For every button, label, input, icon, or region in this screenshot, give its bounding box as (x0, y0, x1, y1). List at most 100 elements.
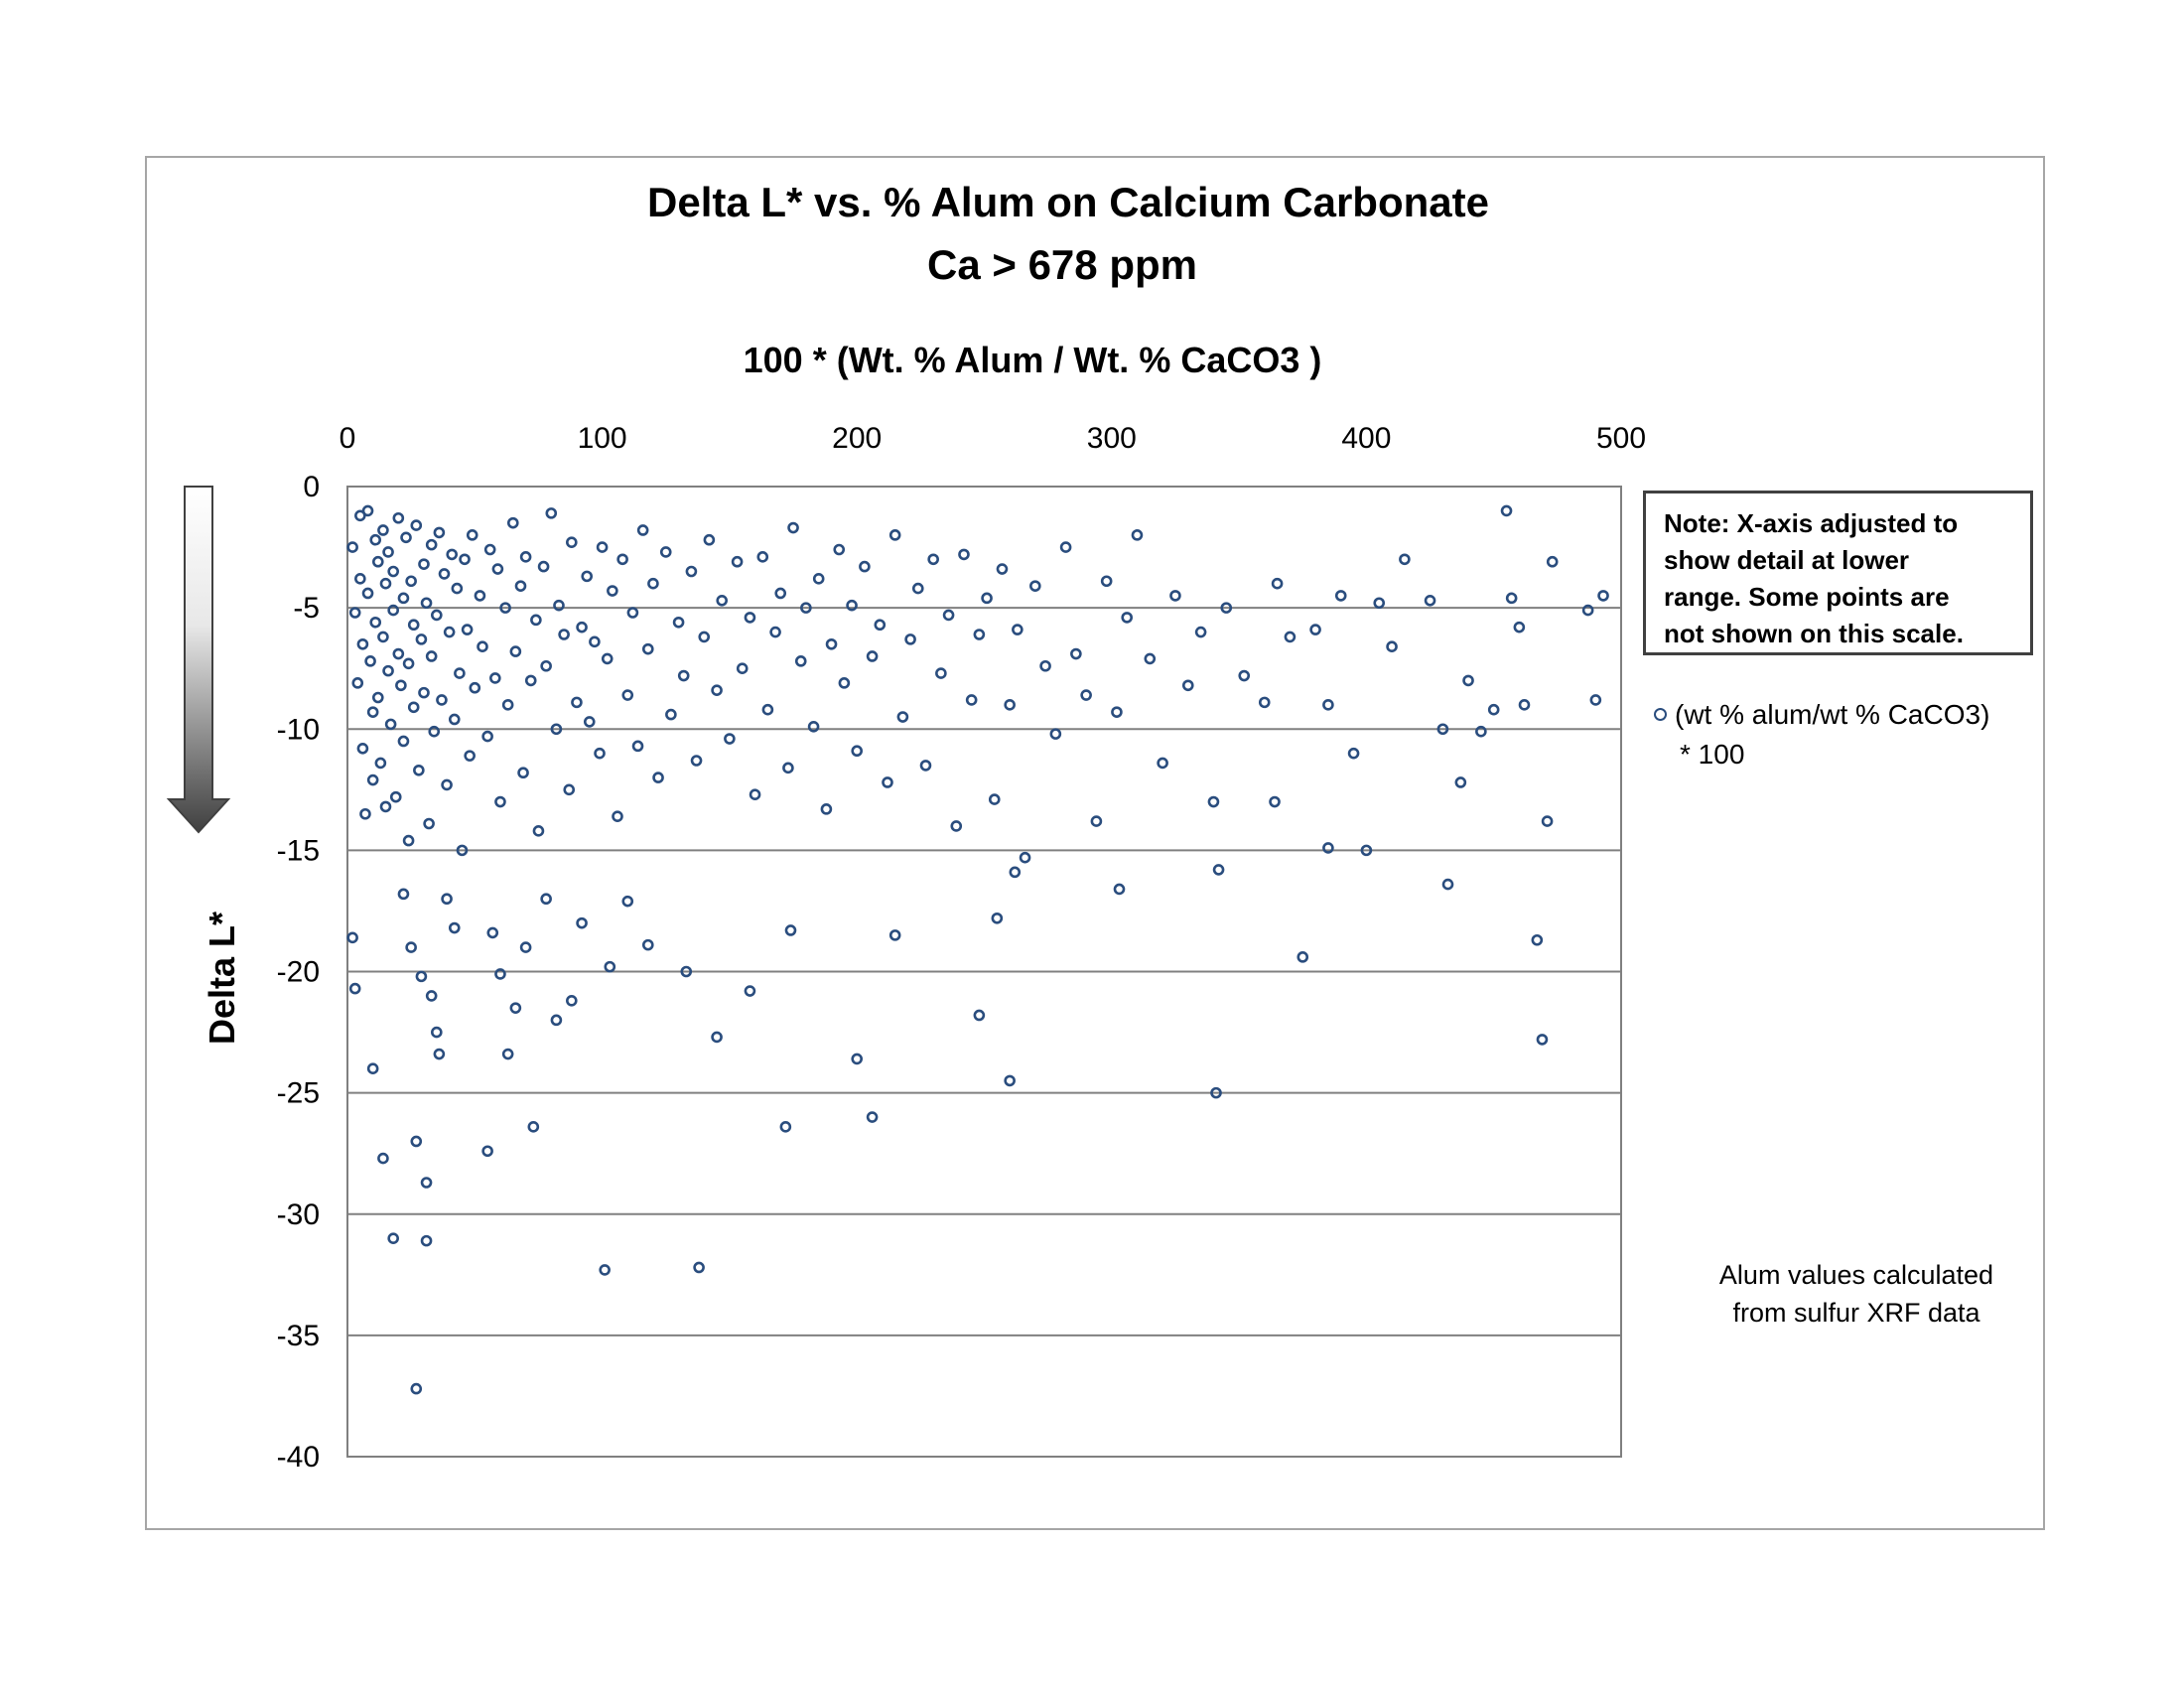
note-box: Note: X-axis adjusted to show detail at … (1643, 491, 2033, 655)
data-point (506, 516, 519, 529)
data-point (382, 664, 394, 677)
data-point (724, 733, 736, 745)
data-point (1210, 1086, 1222, 1099)
data-point (784, 924, 797, 936)
y-tick-label: -15 (277, 834, 320, 867)
data-point (1373, 597, 1386, 610)
data-point (1157, 757, 1168, 770)
data-point (509, 645, 522, 657)
data-point (1297, 951, 1309, 963)
y-tick-label: -5 (293, 592, 320, 625)
data-point (1144, 652, 1157, 665)
data-point (428, 725, 441, 738)
source-note-line-1: Alum values calculated (1718, 1260, 1994, 1290)
data-point (459, 553, 471, 566)
data-point (659, 546, 672, 558)
data-point (1487, 703, 1500, 716)
data-point (346, 541, 358, 553)
data-point (583, 716, 596, 728)
chart-title: Delta L* vs. % Alum on Calcium Carbonate (647, 179, 1489, 225)
data-point (359, 807, 371, 820)
data-point (441, 893, 453, 906)
data-point (425, 990, 438, 1002)
x-axis-label: 100 * (Wt. % Alum / Wt. % CaCO3 ) (744, 340, 1322, 380)
data-point (466, 529, 478, 541)
data-point (942, 609, 955, 622)
data-point (680, 965, 693, 978)
data-point (1131, 529, 1144, 541)
data-point (366, 774, 379, 786)
data-point (685, 565, 698, 578)
data-point (1269, 795, 1281, 808)
data-point (888, 929, 901, 941)
data-point (550, 1014, 563, 1027)
data-point (402, 834, 415, 847)
x-tick-labels: 0 100 200 300 400 500 (340, 422, 1646, 455)
data-point (1019, 851, 1031, 864)
chart-subtitle: Ca > 678 ppm (927, 241, 1197, 288)
data-point (1505, 592, 1518, 605)
data-point (382, 546, 394, 558)
data-point (377, 1152, 389, 1165)
data-point (820, 803, 833, 815)
data-point (769, 626, 781, 638)
data-point (361, 504, 374, 517)
data-point (1513, 621, 1526, 633)
data-point (1029, 580, 1041, 592)
data-point (356, 637, 369, 650)
data-point (491, 563, 504, 575)
data-point (731, 555, 744, 568)
gridlines (347, 607, 1621, 1336)
data-point (400, 531, 412, 544)
data-point (448, 921, 461, 934)
data-point (438, 568, 451, 580)
data-point (410, 519, 423, 531)
data-point (607, 585, 618, 597)
data-point (647, 577, 659, 590)
data-point (744, 612, 756, 624)
x-tick-label: 100 (578, 422, 627, 455)
data-point (456, 844, 469, 857)
data-point (366, 1062, 379, 1074)
data-point (524, 674, 537, 687)
data-point (454, 667, 466, 679)
data-point (420, 1177, 433, 1189)
data-point (415, 633, 428, 645)
data-point (779, 1121, 792, 1133)
data-point (1059, 541, 1072, 553)
data-point (958, 548, 970, 561)
data-point (389, 790, 402, 803)
data-point (866, 650, 879, 662)
data-point (494, 795, 506, 808)
data-point (537, 560, 550, 573)
x-tick-label: 500 (1596, 422, 1646, 455)
legend-label-line-2: * 100 (1680, 739, 1745, 770)
data-point (1309, 624, 1321, 635)
data-point (1597, 590, 1609, 602)
data-point (346, 931, 358, 944)
data-point (641, 642, 654, 655)
data-point (410, 1382, 423, 1395)
data-point (1181, 679, 1194, 692)
data-point (423, 817, 435, 830)
data-point (1238, 669, 1251, 682)
data-point (431, 609, 443, 622)
data-point (988, 793, 1001, 805)
data-point (448, 713, 461, 726)
data-point (379, 577, 392, 590)
data-point (509, 1002, 522, 1014)
data-point (392, 511, 405, 524)
data-point (356, 742, 369, 755)
data-point (540, 893, 552, 906)
data-point (418, 686, 430, 699)
chart-frame (145, 156, 2045, 1530)
data-point (527, 1121, 540, 1133)
data-point (483, 543, 496, 556)
data-point (1536, 1034, 1549, 1046)
data-point (348, 607, 361, 619)
data-point (1334, 590, 1347, 602)
data-point (950, 820, 963, 832)
data-point (621, 689, 634, 701)
data-point (1518, 699, 1531, 711)
data-point (395, 679, 407, 692)
